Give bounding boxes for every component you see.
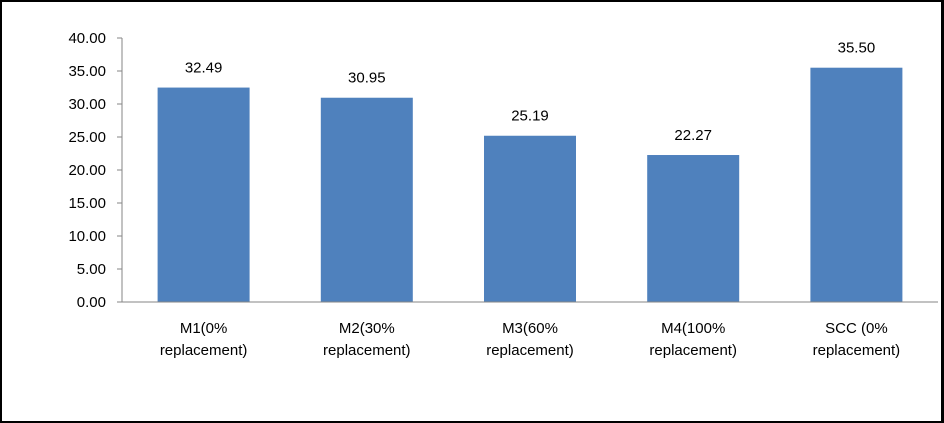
category-label: M1(0% bbox=[180, 320, 228, 337]
bar-data-label: 25.19 bbox=[511, 108, 549, 125]
category-label: M4(100% bbox=[661, 320, 725, 337]
y-tick-label: 20.00 bbox=[68, 162, 106, 179]
bar-data-label: 35.50 bbox=[838, 40, 876, 57]
bar-data-label: 32.49 bbox=[185, 60, 223, 77]
category-label: SCC (0% bbox=[825, 320, 888, 337]
category-label: replacement) bbox=[649, 342, 737, 359]
bar bbox=[320, 97, 413, 302]
category-label: replacement) bbox=[323, 342, 411, 359]
y-axis-ticks: 0.00 5.00 10.00 15.00 20.00 25.00 30.00 35.00 40… bbox=[68, 30, 122, 311]
category-labels: M1(0% replacement) M2(30% replacement) M3(60… bbox=[160, 320, 900, 359]
bar bbox=[810, 67, 903, 302]
category-label: M3(60% bbox=[502, 320, 558, 337]
bar bbox=[157, 87, 250, 302]
category-label: M2(30% bbox=[339, 320, 395, 337]
y-tick-label: 15.00 bbox=[68, 195, 106, 212]
category-label: replacement) bbox=[486, 342, 574, 359]
bar bbox=[647, 155, 740, 302]
y-tick-label: 25.00 bbox=[68, 129, 106, 146]
data-labels: 32.49 30.95 25.19 22.27 35.50 bbox=[185, 40, 875, 144]
bar bbox=[484, 135, 576, 302]
bar-data-label: 30.95 bbox=[348, 70, 386, 87]
y-tick-label: 40.00 bbox=[68, 30, 106, 47]
category-label: replacement) bbox=[813, 342, 901, 359]
bars bbox=[157, 67, 903, 302]
y-tick-label: 10.00 bbox=[68, 228, 106, 245]
y-tick-label: 5.00 bbox=[77, 261, 106, 278]
y-tick-label: 0.00 bbox=[77, 294, 106, 311]
y-tick-label: 30.00 bbox=[68, 96, 106, 113]
bar-data-label: 22.27 bbox=[674, 127, 712, 144]
category-label: replacement) bbox=[160, 342, 248, 359]
y-tick-label: 35.00 bbox=[68, 63, 106, 80]
